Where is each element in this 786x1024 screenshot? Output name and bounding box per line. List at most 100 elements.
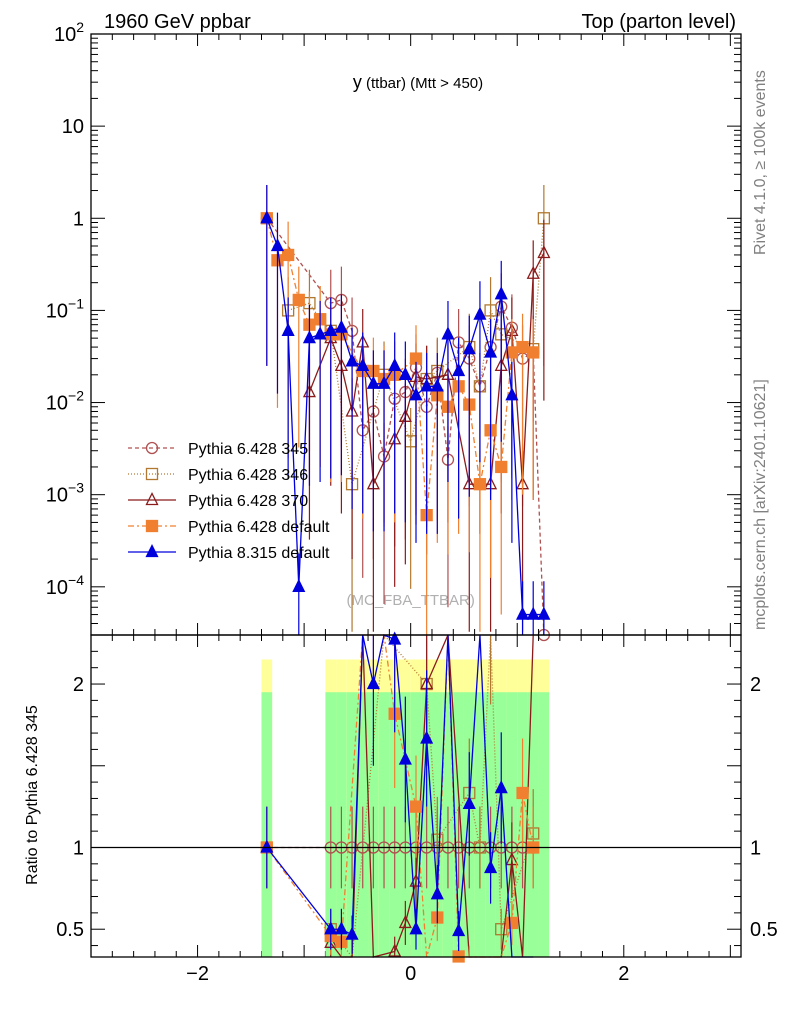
y-tick-exp: −1 (68, 295, 84, 311)
rivet-version-text: Rivet 4.1.0, ≥ 100k events (752, 70, 769, 255)
y-tick-label: 10−2 (46, 388, 84, 415)
data-point (526, 606, 540, 620)
ratio-point (398, 914, 412, 929)
data-point (366, 375, 380, 389)
data-point (527, 346, 540, 359)
data-point (537, 245, 551, 259)
x-tick-label: 2 (618, 963, 629, 985)
ratio-ylabel: Ratio to Pythia 6.428 345 (24, 705, 41, 885)
legend-marker (145, 492, 159, 506)
data-point (452, 363, 466, 377)
y-tick-base: 10 (46, 393, 68, 415)
data-point (398, 366, 412, 380)
rivet-version-label: Rivet 4.1.0, ≥ 100k events (752, 70, 769, 255)
data-point (356, 357, 370, 372)
data-point (260, 210, 274, 224)
y-tick-base: 10 (46, 485, 68, 507)
data-point (526, 265, 540, 279)
legend-marker (145, 441, 159, 455)
ratio-point (260, 839, 274, 853)
ratio-point (431, 833, 444, 846)
y-tick-label: 10 (62, 116, 84, 138)
ratio-y-tick-label: 0.5 (56, 919, 84, 941)
series-line (266, 217, 545, 636)
series-4 (260, 184, 551, 635)
data-point (270, 238, 285, 252)
y-tick-label: 102 (54, 19, 84, 46)
legend-marker (145, 519, 159, 533)
data-point (494, 286, 508, 300)
data-point (302, 330, 316, 344)
data-point (420, 378, 434, 392)
y-tick-label: 10−3 (46, 480, 84, 507)
data-point (484, 344, 498, 358)
y-tick-base: 10 (46, 300, 68, 322)
y-tick-exp: 2 (76, 19, 84, 35)
data-point (313, 326, 327, 340)
data-point (473, 306, 487, 320)
y-tick-exp: −3 (68, 480, 84, 496)
plot-title: y (ttbar) (Mtt > 450) (353, 72, 483, 92)
ratio-band-green (538, 692, 550, 957)
ratio-ylabel-group: Ratio to Pythia 6.428 345 (24, 705, 41, 885)
data-point (334, 319, 348, 333)
x-tick-label: −2 (186, 963, 209, 985)
ratio-point (388, 631, 402, 645)
ratio-point (324, 921, 338, 935)
data-point (516, 340, 529, 354)
data-point (292, 578, 306, 592)
plot-title-main: y (353, 72, 362, 92)
legend-label: Pythia 6.428 346 (188, 467, 308, 484)
legend-label: Pythia 6.428 default (188, 519, 330, 536)
ratio-y-tick-label-right: 1 (750, 837, 761, 859)
data-point (388, 357, 402, 372)
ratio-point (505, 916, 519, 930)
y-tick-label: 1 (73, 208, 84, 230)
ratio-y-tick-label: 1 (73, 837, 84, 859)
ratio-point (366, 676, 380, 690)
ratio-point (345, 926, 359, 940)
ratio-point (420, 730, 434, 744)
x-tick-label: 0 (405, 963, 416, 985)
ratio-point (516, 786, 529, 800)
ratio-point (494, 780, 508, 794)
data-point (345, 353, 359, 367)
data-point (473, 478, 487, 491)
data-point (292, 293, 305, 307)
legend-marker (145, 544, 159, 558)
ratio-point (505, 852, 519, 866)
y-tick-label: 10−4 (46, 572, 84, 599)
legend-label: Pythia 6.428 370 (188, 493, 308, 510)
header-process: Top (parton level) (581, 11, 736, 33)
y-tick-exp: −4 (68, 572, 84, 588)
data-point (281, 248, 295, 262)
data-point (281, 322, 295, 337)
ratio-panel: −2 0 2 0.5 0.5 1 1 2 2 (56, 631, 778, 985)
watermark: (MC_FBA_TTBAR) (347, 592, 475, 609)
ratio-point (334, 921, 348, 935)
mcplots-text: mcplots.cern.ch [arXiv:2401.10621] (752, 379, 769, 630)
ratio-y-tick-label: 2 (73, 674, 84, 696)
data-point (495, 460, 508, 474)
y-tick-label: 10−1 (46, 295, 84, 322)
data-point (505, 387, 519, 401)
ratio-point (409, 800, 423, 813)
data-point (462, 341, 476, 355)
ratio-point (452, 923, 466, 937)
ratio-point (388, 943, 402, 957)
ratio-point (409, 921, 423, 935)
ratio-point (495, 923, 508, 936)
data-point (484, 304, 497, 317)
legend-marker (145, 467, 159, 481)
data-point (537, 606, 551, 620)
legend-label: Pythia 8.315 default (188, 545, 330, 562)
ratio-y-tick-label-right: 0.5 (750, 919, 778, 941)
header-energy: 1960 GeV ppbar (104, 11, 251, 33)
y-tick-exp: −2 (68, 388, 84, 404)
data-point (324, 322, 338, 337)
y-tick-base: 10 (46, 577, 68, 599)
data-point (377, 375, 391, 389)
ratio-y-tick-label-right: 2 (750, 674, 761, 696)
